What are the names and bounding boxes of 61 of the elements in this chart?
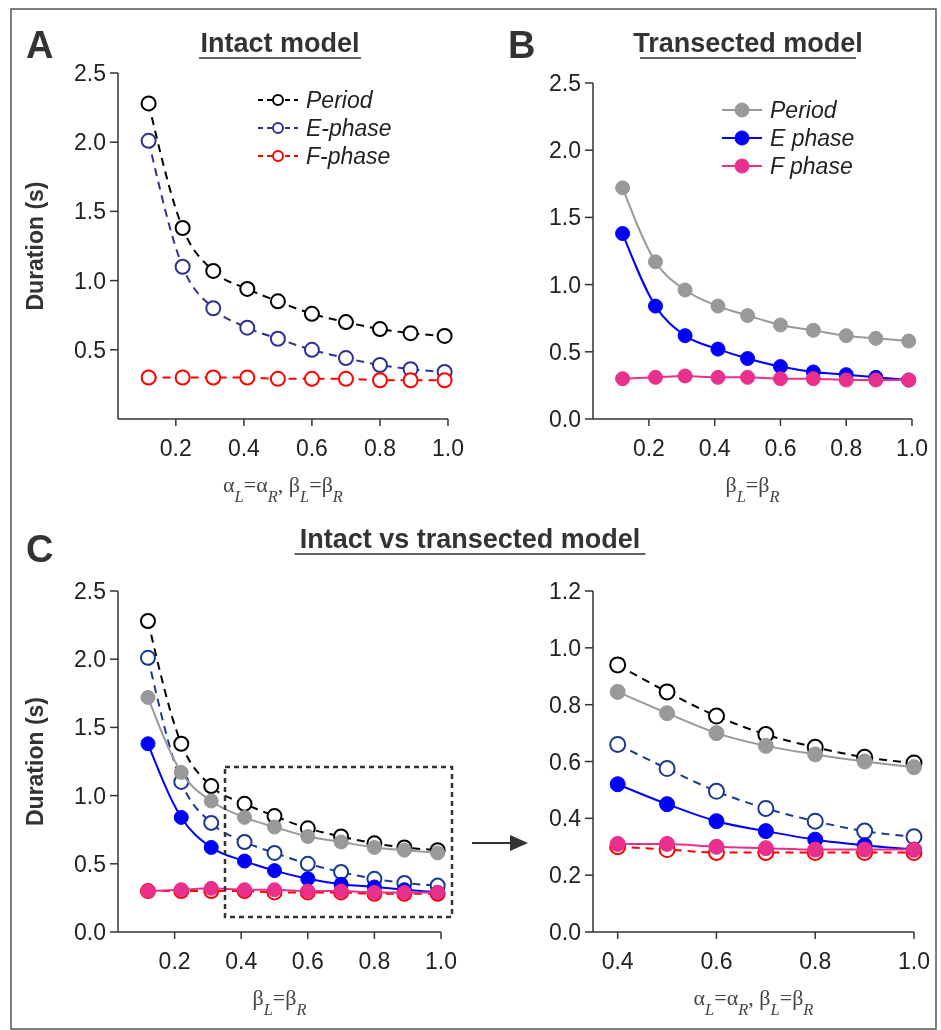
x-tick-label: 0.6 (291, 948, 324, 974)
chart-title: Intact vs transected model (299, 524, 641, 554)
legend-label: Period (306, 87, 374, 113)
y-axis-title: Duration (s) (22, 696, 48, 827)
legend-label: F-phase (306, 143, 391, 169)
y-tick-label: 0.0 (549, 919, 581, 945)
x-tick-label: 1.0 (425, 948, 457, 974)
y-tick-label: 0.8 (549, 691, 581, 718)
x-tick-label: 0.2 (632, 435, 665, 461)
x-tick-label: 0.4 (601, 948, 634, 974)
y-tick-label: 1.5 (74, 198, 106, 225)
x-tick-label: 0.6 (764, 435, 797, 461)
x-tick-label: 0.8 (799, 948, 832, 974)
text: A (26, 24, 54, 66)
chart-title: Intact model (200, 28, 360, 58)
y-tick-label: 0.6 (549, 748, 581, 775)
x-tick-label: 1.0 (432, 435, 464, 461)
legend-label: F phase (770, 153, 853, 179)
y-tick-label: 2.0 (74, 129, 106, 156)
y-tick-label: 0.2 (549, 862, 581, 889)
y-tick-label: 1.0 (549, 271, 581, 298)
x-tick-label: 0.6 (700, 948, 733, 974)
legend-label: E phase (770, 125, 855, 151)
x-axis-title: β$_{L}$=β$_{R}$ (252, 985, 307, 1019)
x-tick-label: 0.4 (227, 435, 261, 461)
y-tick-label: 0.4 (549, 805, 582, 832)
x-axis-title: α$_{L}$=α$_{R}$, β$_{L}$=β$_{R}$ (223, 472, 343, 506)
y-tick-label: 2.5 (74, 60, 106, 86)
x-tick-label: 0.4 (225, 948, 258, 974)
y-tick-label: 2.0 (74, 646, 106, 673)
x-tick-label: 1.0 (896, 435, 928, 461)
x-tick-label: 0.2 (158, 948, 191, 974)
text: C (26, 528, 54, 570)
y-tick-label: 2.5 (74, 578, 106, 604)
y-tick-label: 1.5 (74, 714, 106, 741)
y-tick-label: 0.5 (549, 338, 581, 365)
x-tick-label: 0.2 (159, 435, 192, 461)
x-axis-title: α$_{L}$=α$_{R}$, β$_{L}$=β$_{R}$ (693, 985, 814, 1019)
y-tick-label: 1.0 (549, 634, 581, 661)
y-tick-label: 1.2 (549, 578, 581, 604)
legend-label: Period (770, 97, 838, 123)
y-tick-label: 0.5 (74, 850, 106, 877)
chart-title: Transected model (633, 28, 863, 58)
y-tick-label: 0.0 (549, 406, 581, 432)
x-axis-title: β$_{L}$=β$_{R}$ (725, 472, 780, 506)
y-tick-label: 0.5 (74, 336, 106, 363)
y-tick-label: 0.0 (74, 919, 106, 945)
x-tick-label: 0.8 (358, 948, 391, 974)
y-tick-label: 1.0 (74, 782, 106, 809)
x-tick-label: 0.4 (698, 435, 731, 461)
x-tick-label: 1.0 (898, 948, 930, 974)
y-tick-label: 2.0 (549, 137, 581, 164)
legend-label: E-phase (306, 115, 392, 141)
x-tick-label: 0.6 (295, 435, 328, 461)
y-tick-label: 2.5 (549, 70, 581, 96)
y-tick-label: 1.0 (74, 267, 106, 294)
text: B (508, 24, 536, 66)
y-axis-title: Duration (s) (22, 181, 48, 311)
x-tick-label: 0.8 (363, 435, 396, 461)
x-tick-label: 0.8 (830, 435, 863, 461)
y-tick-label: 1.5 (549, 204, 581, 231)
